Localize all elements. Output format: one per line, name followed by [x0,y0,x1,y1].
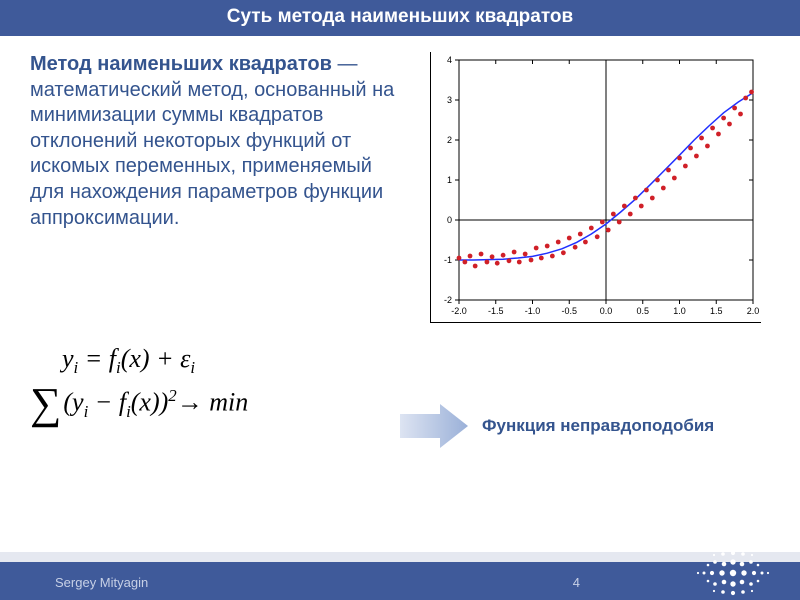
slide-body: Метод наименьших квадратов — математичес… [0,40,800,545]
svg-text:2.0: 2.0 [747,306,760,316]
slide: Суть метода наименьших квадратов Метод н… [0,0,800,600]
least-squares-chart: -2.0 -1.5 -1.0 -0.5 0.0 0.5 1.0 1.5 2.0 -2 -1 0 1 2 3 4 [430,52,761,323]
svg-text:0.5: 0.5 [636,306,649,316]
footer: Sergey Mityagin 4 [0,545,800,600]
svg-text:1.5: 1.5 [710,306,723,316]
arrow-icon [400,402,470,450]
svg-text:2: 2 [447,135,452,145]
svg-text:1: 1 [447,175,452,185]
footer-author: Sergey Mityagin [55,575,148,590]
footer-logo-icon [678,548,788,598]
svg-text:-0.5: -0.5 [561,306,577,316]
definition-term: Метод наименьших квадратов [30,53,332,75]
definition-body: — математический метод, основанный на ми… [30,53,394,229]
arrow-row: Функция неправдоподобия [400,402,714,450]
equation-min: ∑ (yi − fi(x))2→ min [30,382,248,426]
svg-text:1.0: 1.0 [673,306,686,316]
svg-text:0: 0 [447,215,452,225]
svg-text:3: 3 [447,95,452,105]
definition-text: Метод наименьших квадратов — математичес… [30,52,400,231]
left-column: Метод наименьших квадратов — математичес… [30,52,400,545]
svg-text:-1: -1 [444,255,452,265]
arrow-label: Функция неправдоподобия [482,416,714,436]
footer-page-number: 4 [573,575,580,590]
svg-text:-1.0: -1.0 [525,306,541,316]
right-column: -2.0 -1.5 -1.0 -0.5 0.0 0.5 1.0 1.5 2.0 -2 -1 0 1 2 3 4… [400,52,780,545]
svg-text:-2.0: -2.0 [451,306,467,316]
equation-model: yi = fi(x) + εi [62,344,195,378]
svg-text:-1.5: -1.5 [488,306,504,316]
svg-text:4: 4 [447,55,452,65]
svg-text:0.0: 0.0 [600,306,613,316]
svg-text:-2: -2 [444,295,452,305]
slide-title: Суть метода наименьших квадратов [0,0,800,36]
